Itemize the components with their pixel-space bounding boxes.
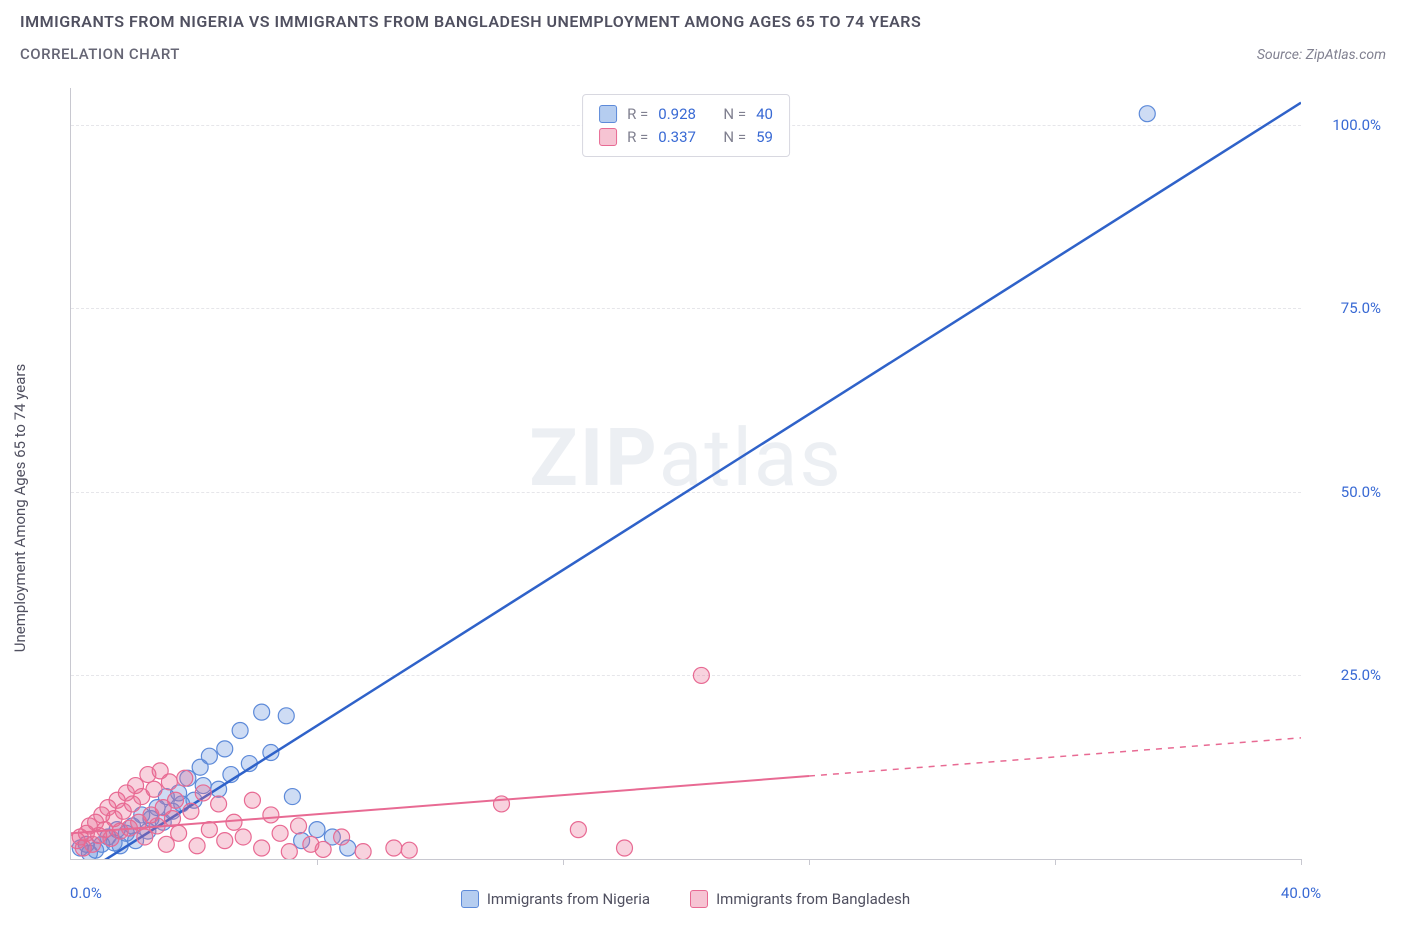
- chart-subtitle: CORRELATION CHART: [20, 45, 180, 63]
- scatter-point: [494, 796, 510, 812]
- chart-main-title: IMMIGRANTS FROM NIGERIA VS IMMIGRANTS FR…: [20, 12, 1386, 31]
- scatter-point: [278, 708, 294, 724]
- scatter-point: [189, 838, 205, 854]
- scatter-point: [254, 704, 270, 720]
- y-tick-label: 50.0%: [1311, 483, 1381, 501]
- scatter-point: [334, 829, 350, 845]
- scatter-point: [401, 842, 417, 858]
- chart-source: Source: ZipAtlas.com: [1257, 47, 1386, 63]
- x-tick: [1055, 859, 1056, 865]
- series-swatch: [690, 890, 708, 908]
- scatter-point: [355, 844, 371, 859]
- scatter-point: [281, 844, 297, 859]
- plot-svg: [71, 88, 1301, 859]
- scatter-point: [693, 667, 709, 683]
- y-tick-label: 25.0%: [1311, 666, 1381, 684]
- y-tick-label: 75.0%: [1311, 299, 1381, 317]
- x-tick: [1301, 859, 1302, 865]
- scatter-point: [291, 818, 307, 834]
- scatter-point: [217, 833, 233, 849]
- scatter-point: [183, 803, 199, 819]
- scatter-point: [272, 825, 288, 841]
- scatter-point: [217, 741, 233, 757]
- x-tick: [317, 859, 318, 865]
- scatter-point: [177, 770, 193, 786]
- correlation-legend-box: R = 0.928 N = 40R = 0.337 N = 59: [582, 94, 790, 157]
- scatter-point: [171, 825, 187, 841]
- scatter-point: [386, 840, 402, 856]
- scatter-point: [201, 748, 217, 764]
- scatter-point: [226, 814, 242, 830]
- scatter-point: [195, 785, 211, 801]
- scatter-point: [158, 836, 174, 852]
- scatter-point: [309, 822, 325, 838]
- series-legend: Immigrants from Nigeria Immigrants from B…: [70, 890, 1301, 908]
- scatter-point: [235, 829, 251, 845]
- scatter-point: [232, 723, 248, 739]
- legend-label: Immigrants from Nigeria: [487, 890, 650, 908]
- scatter-point: [137, 829, 153, 845]
- scatter-point: [146, 781, 162, 797]
- scatter-point: [244, 792, 260, 808]
- series-swatch: [599, 105, 617, 123]
- scatter-point: [161, 774, 177, 790]
- legend-item: Immigrants from Nigeria: [461, 890, 650, 908]
- scatter-point: [617, 840, 633, 856]
- series-swatch: [599, 128, 617, 146]
- legend-label: Immigrants from Bangladesh: [716, 890, 910, 908]
- scatter-point: [168, 792, 184, 808]
- scatter-point: [211, 796, 227, 812]
- chart-container: Unemployment Among Ages 65 to 74 years Z…: [30, 88, 1386, 910]
- scatter-point: [315, 841, 331, 857]
- scatter-point: [570, 822, 586, 838]
- regression-line-extrapolated: [809, 738, 1301, 776]
- scatter-point: [284, 789, 300, 805]
- x-tick: [809, 859, 810, 865]
- scatter-point: [1139, 106, 1155, 122]
- series-swatch: [461, 890, 479, 908]
- scatter-point: [201, 822, 217, 838]
- correlation-row: R = 0.928 N = 40: [599, 103, 773, 126]
- x-tick: [563, 859, 564, 865]
- legend-item: Immigrants from Bangladesh: [690, 890, 910, 908]
- plot-area: ZIPatlas R = 0.928 N = 40R = 0.337 N = 5…: [70, 88, 1301, 860]
- y-axis-title: Unemployment Among Ages 65 to 74 years: [11, 364, 29, 652]
- scatter-point: [263, 807, 279, 823]
- scatter-point: [254, 840, 270, 856]
- y-tick-label: 100.0%: [1311, 116, 1381, 134]
- correlation-row: R = 0.337 N = 59: [599, 126, 773, 149]
